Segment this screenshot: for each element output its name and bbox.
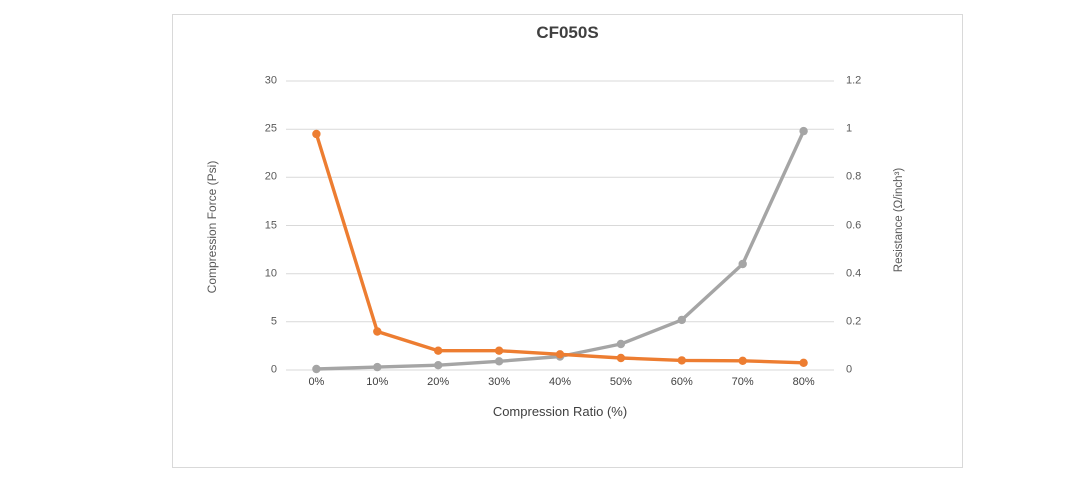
tick-label: 0.6 bbox=[846, 219, 862, 231]
tick-label: 30% bbox=[488, 376, 511, 388]
tick-label: 0 bbox=[270, 363, 277, 376]
tick-label: 20 bbox=[264, 170, 277, 183]
data-point bbox=[616, 353, 626, 363]
tick-label: 30 bbox=[264, 74, 277, 87]
x-axis-ticks: 0% 10% 20% 30% 40% 50% 60% 70% 80% bbox=[286, 377, 834, 393]
data-point bbox=[494, 357, 504, 366]
data-point bbox=[312, 364, 321, 374]
tick-label: 70% bbox=[731, 376, 754, 388]
tick-label: 20% bbox=[427, 376, 450, 388]
data-point bbox=[677, 315, 686, 325]
tick-label: 40% bbox=[548, 376, 572, 388]
right-axis-title: Resistance (Ω/inch³) bbox=[893, 167, 905, 273]
data-point bbox=[677, 356, 686, 365]
tick-label: 15 bbox=[264, 219, 277, 231]
right-axis-ticks: 0 0.2 0.4 0.6 0.8 1 1.2 bbox=[846, 75, 888, 375]
data-point bbox=[434, 346, 443, 355]
data-point bbox=[616, 339, 626, 349]
tick-label: 0% bbox=[308, 376, 325, 388]
data-point bbox=[373, 362, 382, 372]
tick-label: 0 bbox=[846, 363, 853, 376]
data-point bbox=[738, 356, 747, 365]
chart-title: CF050S bbox=[536, 23, 599, 42]
data-point bbox=[799, 358, 808, 367]
tick-label: 5 bbox=[270, 315, 277, 328]
data-point bbox=[799, 126, 808, 136]
data-point bbox=[434, 361, 443, 370]
tick-label: 1 bbox=[846, 122, 853, 135]
x-axis-title: Compression Ratio (%) bbox=[492, 404, 628, 419]
tick-label: 10 bbox=[264, 267, 277, 280]
tick-label: 60% bbox=[670, 376, 693, 388]
data-point bbox=[738, 259, 747, 269]
chart-panel: CF050S Compression Force (Psi) Resistanc… bbox=[172, 14, 963, 468]
data-point bbox=[373, 327, 382, 336]
data-point bbox=[312, 129, 321, 139]
tick-label: 25 bbox=[264, 122, 277, 135]
series-line-compression-force bbox=[314, 129, 806, 371]
left-axis-title: Compression Force (Psi) bbox=[205, 160, 219, 294]
tick-label: 10% bbox=[366, 376, 389, 388]
tick-label: 0.4 bbox=[846, 267, 862, 280]
left-axis-ticks: 0 5 10 15 20 25 30 bbox=[235, 75, 277, 375]
data-point bbox=[494, 346, 504, 355]
tick-label: 0.8 bbox=[846, 170, 862, 183]
tick-label: 80% bbox=[792, 376, 815, 388]
tick-label: 1.2 bbox=[846, 74, 862, 87]
data-point bbox=[555, 350, 565, 359]
series-line-resistance bbox=[314, 132, 806, 365]
tick-label: 0.2 bbox=[846, 315, 862, 328]
tick-label: 50% bbox=[609, 376, 632, 388]
plot-area bbox=[286, 80, 834, 374]
